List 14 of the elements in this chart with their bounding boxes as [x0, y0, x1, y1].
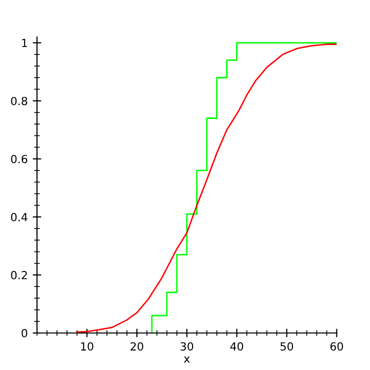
x-tick-label: 20: [130, 342, 144, 351]
x-tick-label: 60: [330, 342, 344, 351]
x-tick-label: 40: [230, 342, 244, 351]
x-tick-label: 50: [280, 342, 294, 351]
y-tick-label: 0: [22, 328, 28, 338]
line-series: [76, 44, 337, 333]
x-axis-title: x: [184, 356, 190, 363]
y-tick-label: 0.8: [11, 96, 28, 106]
x-tick-label: 10: [81, 342, 94, 351]
y-tick-label: 0.4: [11, 212, 28, 222]
y-tick-label: 1: [22, 38, 27, 48]
y-tick-label: 0.2: [11, 270, 27, 280]
x-tick-label: 30: [180, 342, 194, 351]
y-tick-label: 0.6: [11, 154, 28, 164]
